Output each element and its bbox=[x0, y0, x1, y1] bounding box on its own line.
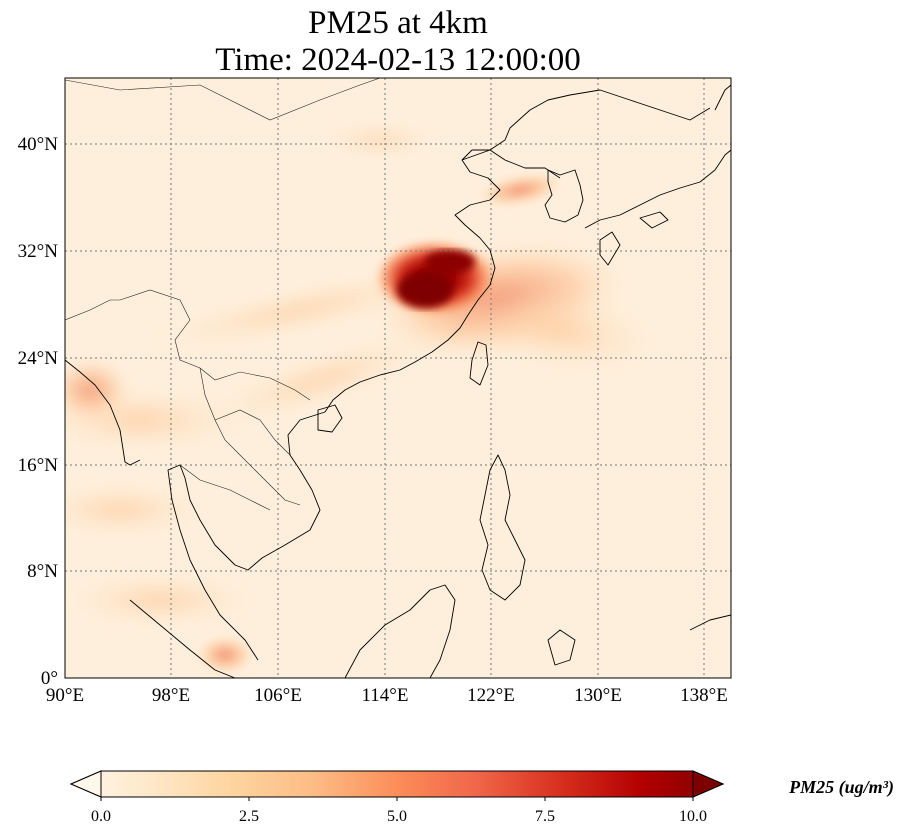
country-borders bbox=[65, 78, 381, 511]
colorbar-min-extension bbox=[69, 770, 102, 798]
lat-tick-label: 40°N bbox=[18, 134, 59, 155]
lat-tick-label: 16°N bbox=[18, 455, 59, 476]
lat-tick-label: 32°N bbox=[18, 241, 59, 262]
lon-tick-label: 90°E bbox=[46, 685, 84, 706]
colorbar: 0.0 2.5 5.0 7.5 10.0 PM25 (ug/m³) bbox=[69, 770, 894, 825]
lon-tick-label: 98°E bbox=[152, 685, 190, 706]
lat-tick-label: 0° bbox=[41, 668, 58, 689]
coastlines bbox=[65, 84, 731, 678]
colorbar-tick-label: 5.0 bbox=[387, 808, 407, 825]
colorbar-gradient bbox=[69, 770, 725, 798]
map-frame bbox=[64, 77, 732, 679]
map-gridlines bbox=[65, 78, 731, 678]
lon-tick-label: 130°E bbox=[574, 685, 622, 706]
lon-tick-label: 114°E bbox=[362, 685, 409, 706]
colorbar-tick-label: 10.0 bbox=[679, 808, 707, 825]
colorbar-max-extension bbox=[692, 770, 725, 798]
latitude-tick-labels: 0° 8°N 16°N 24°N 32°N 40°N bbox=[18, 134, 59, 689]
colorbar-tick-label: 7.5 bbox=[535, 808, 555, 825]
lat-tick-label: 24°N bbox=[18, 348, 59, 369]
lon-tick-label: 106°E bbox=[254, 685, 302, 706]
lon-tick-label: 122°E bbox=[467, 685, 515, 706]
pm25-field bbox=[65, 78, 731, 678]
map-title: PM25 at 4km bbox=[308, 5, 488, 41]
colorbar-tick-label: 0.0 bbox=[91, 808, 111, 825]
lat-tick-label: 8°N bbox=[27, 561, 58, 582]
longitude-tick-labels: 90°E 98°E 106°E 114°E 122°E 130°E 138°E bbox=[46, 685, 728, 706]
lon-tick-label: 138°E bbox=[680, 685, 728, 706]
map-subtitle-time: Time: 2024-02-13 12:00:00 bbox=[215, 42, 581, 78]
colorbar-label: PM25 (ug/m³) bbox=[788, 777, 894, 798]
colorbar-tick-label: 2.5 bbox=[239, 808, 259, 825]
